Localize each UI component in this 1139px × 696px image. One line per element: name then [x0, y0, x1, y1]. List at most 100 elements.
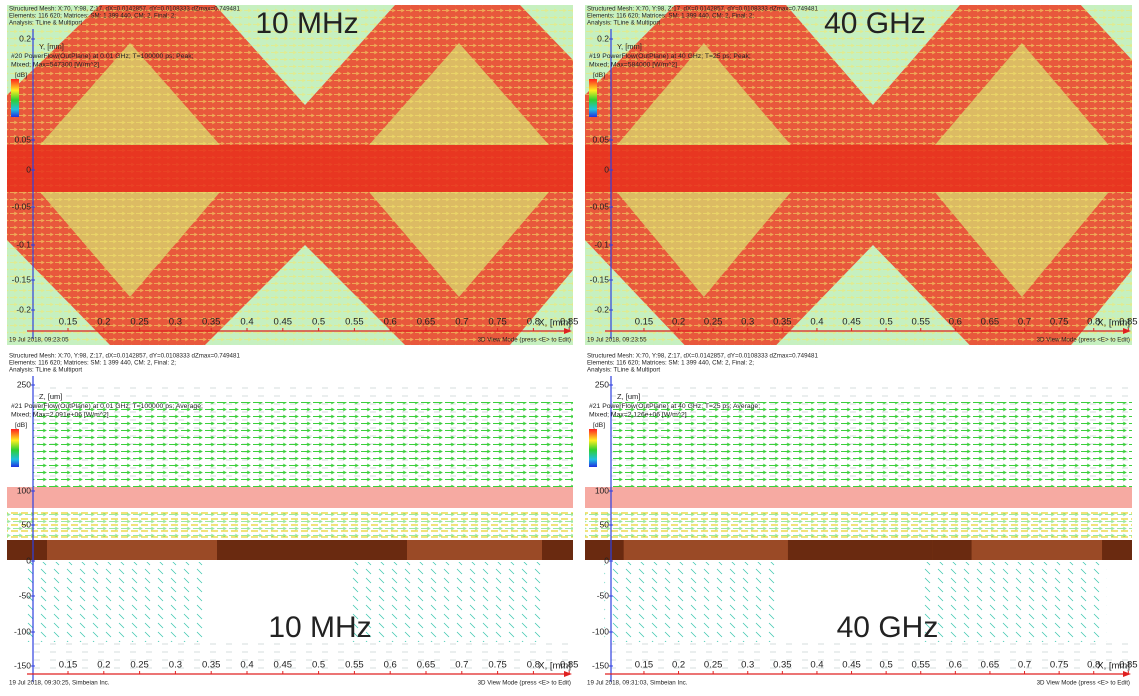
view-mode: 3D View Mode (press <E> to Edit) — [478, 680, 571, 687]
metal-section — [1102, 540, 1132, 560]
x-tick-label: 0.15 — [635, 317, 654, 328]
x-tick-label: 0.6 — [384, 317, 397, 328]
frequency-label: 40 GHz — [837, 611, 939, 644]
legend-unit: [dB] — [15, 422, 27, 429]
legend-unit: [dB] — [593, 422, 605, 429]
mesh-info: Structured Mesh: X:70, Y:98, Z:17, dX=0.… — [9, 353, 240, 360]
field-arrows — [33, 642, 573, 672]
field-arrows — [611, 402, 1132, 487]
axis-title: Z, [um] — [39, 392, 62, 401]
field-arrows — [585, 510, 1132, 540]
mesh-info: Analysis: TLine & Multiport — [9, 20, 82, 27]
metal-section — [585, 540, 624, 560]
mesh-info: Structured Mesh: X:70, Y:98, Z:17, dX=0.… — [587, 6, 818, 13]
x-tick-label: 0.75 — [488, 660, 507, 671]
x-tick-label: 0.7 — [1018, 317, 1031, 328]
x-tick-label: 0.55 — [345, 317, 364, 328]
x-tick-label: 0.35 — [202, 660, 221, 671]
x-tick-label: 0.2 — [672, 317, 685, 328]
x-tick-label: 0.4 — [810, 660, 823, 671]
axis-title: Y, [mm] — [39, 42, 64, 51]
x-tick-label: 0.45 — [842, 317, 861, 328]
x-axis-arrow — [1123, 328, 1131, 334]
x-tick-label: 0.5 — [880, 317, 893, 328]
x-tick-label: 0.3 — [169, 660, 182, 671]
timestamp: 19 Jul 2018, 09:31:03, Simbeian Inc. — [587, 680, 688, 687]
x-tick-label: 0.55 — [911, 660, 930, 671]
x-tick-label: 0.45 — [274, 317, 293, 328]
y-tick-label: 0.05 — [14, 134, 31, 144]
timestamp: 19 Jul 2018, 09:30:25, Simbeian Inc. — [9, 680, 110, 687]
frequency-label: 10 MHz — [268, 611, 371, 644]
x-tick-label: 0.65 — [417, 660, 436, 671]
y-tick-label: -0.05 — [12, 201, 32, 211]
field-info: Mixed; Max=584000 [W/m^2] — [589, 61, 677, 68]
metal-section — [542, 540, 573, 560]
view-panel: Structured Mesh: X:70, Y:98, Z:17, dX=0.… — [7, 352, 578, 688]
x-tick-label: 0.5 — [312, 660, 325, 671]
x-tick-label: 0.8 — [527, 660, 540, 671]
y-tick-label: -0.2 — [16, 304, 31, 314]
x-tick-label: 0.6 — [949, 317, 962, 328]
y-tick-label: -0.1 — [16, 239, 31, 249]
x-tick-label: 0.25 — [704, 317, 723, 328]
x-tick-label: 0.75 — [1050, 660, 1069, 671]
x-tick-label: 0.15 — [59, 660, 78, 671]
x-tick-label: 0.35 — [773, 317, 792, 328]
x-tick-label: 0.8 — [1087, 660, 1100, 671]
x-tick-label: 0.65 — [417, 317, 436, 328]
y-tick-label: -50 — [19, 590, 32, 600]
color-scale — [11, 429, 19, 467]
x-tick-label: 0.45 — [274, 660, 293, 671]
y-tick-label: -0.15 — [12, 274, 32, 284]
metal-section — [7, 540, 47, 560]
y-tick-label: -150 — [14, 660, 31, 670]
legend-unit: [dB] — [15, 72, 27, 79]
x-tick-label: 0.2 — [97, 660, 110, 671]
mesh-info: Elements: 116 620; Matrices: SM: 1 399 4… — [9, 360, 176, 367]
x-axis-title: X, [mm] — [1097, 318, 1130, 329]
y-tick-label: -50 — [597, 590, 610, 600]
x-tick-label: 0.85 — [560, 317, 579, 328]
field-info: Mixed; Max=2.091e+06 [W/m^2] — [11, 411, 109, 418]
x-tick-label: 0.75 — [1050, 317, 1069, 328]
field-arrows — [33, 402, 573, 487]
x-tick-label: 0.6 — [949, 660, 962, 671]
x-tick-label: 0.4 — [810, 317, 823, 328]
x-tick-label: 0.2 — [672, 660, 685, 671]
x-axis-arrow — [1123, 671, 1131, 677]
x-tick-label: 0.8 — [527, 317, 540, 328]
legend-unit: [dB] — [593, 72, 605, 79]
x-axis-title: X, [mm] — [1097, 661, 1130, 672]
mesh-info: Structured Mesh: X:70, Y:98, Z:17, dX=0.… — [587, 353, 818, 360]
x-tick-label: 0.3 — [169, 317, 182, 328]
field-arrows — [918, 562, 1107, 642]
view-panel: Structured Mesh: X:70, Y:98, Z:17, dX=0.… — [585, 352, 1138, 688]
field-info: Mixed; Max=547300 [W/m^2] — [11, 61, 99, 68]
axis-title: Y, [mm] — [617, 42, 642, 51]
x-axis-title: X, [mm] — [538, 318, 571, 329]
y-tick-label: 0 — [26, 164, 31, 174]
y-tick-label: 0 — [604, 555, 609, 565]
x-tick-label: 0.8 — [1087, 317, 1100, 328]
x-tick-label: 0.75 — [488, 317, 507, 328]
x-tick-label: 0.7 — [455, 660, 468, 671]
y-tick-label: 0 — [604, 164, 609, 174]
x-tick-label: 0.45 — [842, 660, 861, 671]
x-tick-label: 0.35 — [202, 317, 221, 328]
dielectric-band — [7, 487, 573, 508]
field-arrows — [27, 562, 207, 642]
y-tick-label: 250 — [595, 379, 609, 389]
strip-band — [7, 145, 573, 192]
x-tick-label: 0.85 — [1119, 660, 1138, 671]
x-tick-label: 0.4 — [240, 660, 253, 671]
y-tick-label: 0 — [26, 555, 31, 565]
y-tick-label: 100 — [17, 485, 31, 495]
mesh-info: Elements: 116 620; Matrices: SM: 1 399 4… — [9, 13, 176, 20]
view-mode: 3D View Mode (press <E> to Edit) — [1037, 680, 1130, 687]
view-mode: 3D View Mode (press <E> to Edit) — [478, 337, 571, 344]
dielectric-band — [585, 487, 1132, 508]
field-arrows — [7, 510, 573, 540]
x-tick-label: 0.5 — [312, 317, 325, 328]
